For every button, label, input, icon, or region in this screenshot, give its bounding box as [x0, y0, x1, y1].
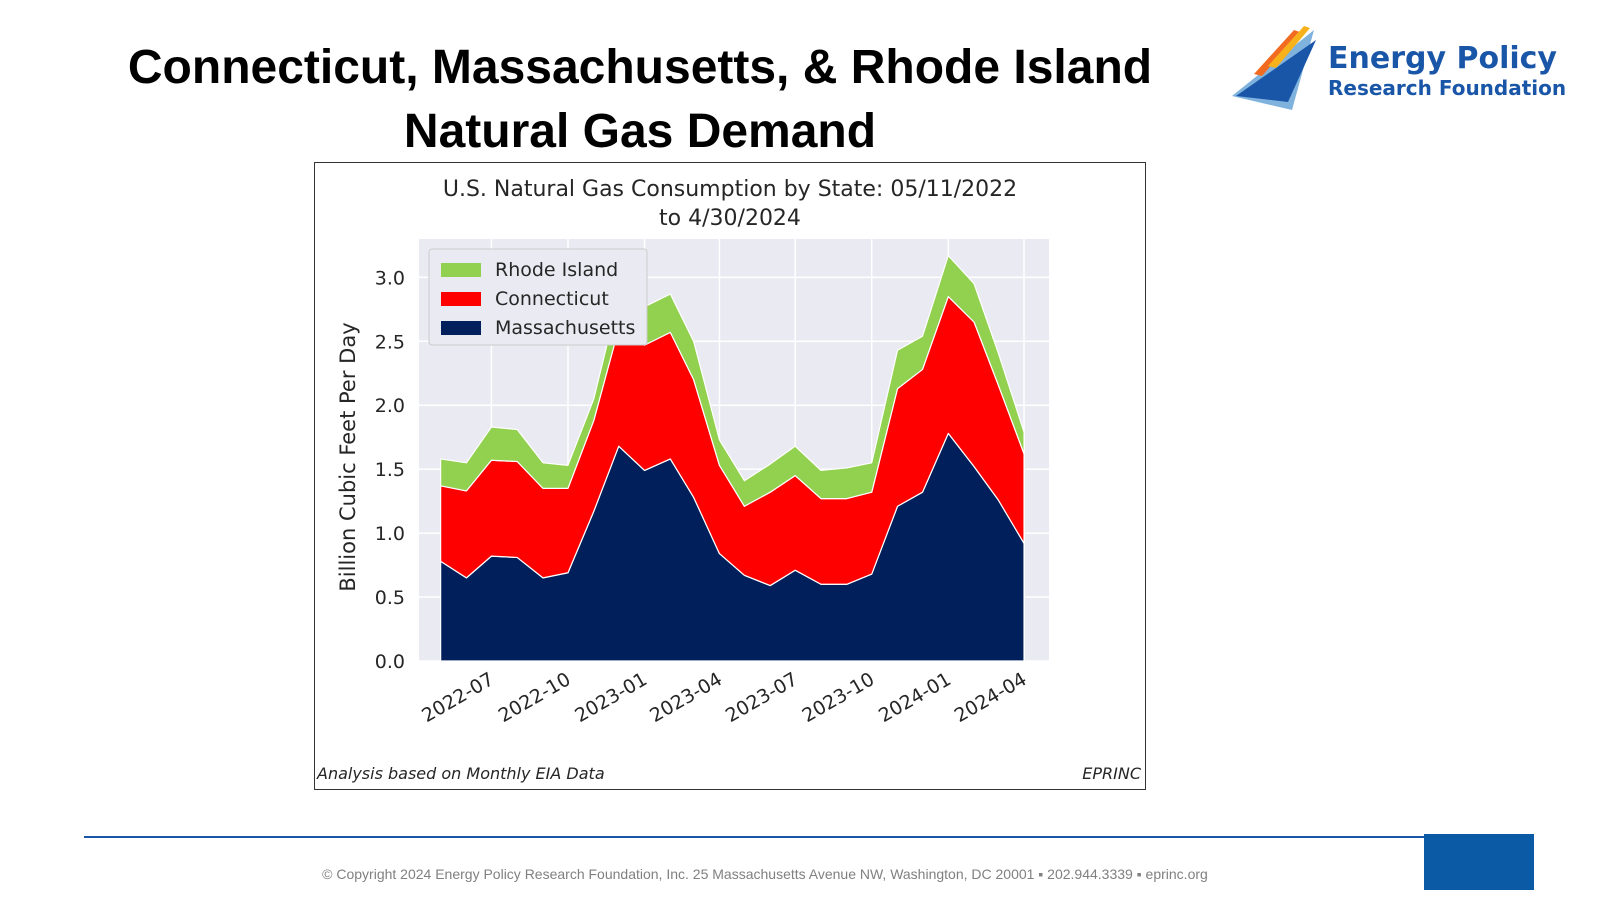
- y-tick-label: 0.5: [375, 587, 405, 609]
- chart-frame: U.S. Natural Gas Consumption by State: 0…: [314, 162, 1146, 790]
- legend-label: Rhode Island: [495, 259, 618, 281]
- x-tick-label: 2023-07: [722, 668, 802, 727]
- x-tick-label: 2024-01: [875, 668, 955, 727]
- logo-text: Energy Policy Research Foundation: [1328, 41, 1567, 101]
- legend: Rhode Island Connecticut Massachusetts: [428, 248, 648, 346]
- attribution-note: EPRINC: [1082, 764, 1142, 783]
- chart-title-line-1: U.S. Natural Gas Consumption by State: 0…: [443, 177, 1017, 202]
- y-tick-label: 1.0: [375, 523, 405, 545]
- x-tick-label: 2022-07: [418, 668, 498, 727]
- slide-title-line-2: Natural Gas Demand: [403, 105, 877, 158]
- legend-swatch: [441, 321, 481, 335]
- footer-accent-box: [1424, 834, 1534, 890]
- slide-title-line-1: Connecticut, Massachusetts, & Rhode Isla…: [127, 41, 1153, 94]
- y-tick-label: 0.0: [375, 651, 405, 673]
- logo-line-2: Research Foundation: [1328, 76, 1567, 100]
- y-axis-label: Billion Cubic Feet Per Day: [336, 322, 360, 591]
- legend-swatch: [441, 292, 481, 306]
- x-tick-label: 2023-01: [571, 668, 651, 727]
- footer-rule: [84, 836, 1534, 838]
- legend-label: Massachusetts: [495, 317, 635, 339]
- legend-swatch: [441, 263, 481, 277]
- x-tick-label: 2022-10: [495, 668, 575, 727]
- eprinc-logo: Energy Policy Research Foundation: [1232, 24, 1592, 116]
- slide-title: Connecticut, Massachusetts, & Rhode Isla…: [40, 36, 1240, 164]
- x-tick-labels: 2022-072022-102023-012023-042023-072023-…: [418, 668, 1030, 727]
- stacked-area-chart: U.S. Natural Gas Consumption by State: 0…: [316, 177, 1142, 783]
- source-note: Analysis based on Monthly EIA Data: [316, 764, 605, 783]
- y-tick-label: 2.0: [375, 395, 405, 417]
- logo-line-1: Energy Policy: [1328, 41, 1557, 76]
- y-tick-label: 3.0: [375, 267, 405, 289]
- logo-mark-icon: [1232, 26, 1316, 110]
- chart-title-line-2: to 4/30/2024: [659, 206, 801, 231]
- x-tick-label: 2023-10: [798, 668, 878, 727]
- x-tick-label: 2023-04: [646, 668, 726, 727]
- x-tick-label: 2024-04: [951, 668, 1031, 727]
- y-tick-labels: 0.0 0.5 1.0 1.5 2.0 2.5 3.0: [375, 267, 405, 673]
- footer-copyright: © Copyright 2024 Energy Policy Research …: [322, 866, 1208, 882]
- legend-label: Connecticut: [495, 288, 609, 310]
- legend-box: [428, 248, 648, 346]
- y-tick-label: 1.5: [375, 459, 405, 481]
- y-tick-label: 2.5: [375, 331, 405, 353]
